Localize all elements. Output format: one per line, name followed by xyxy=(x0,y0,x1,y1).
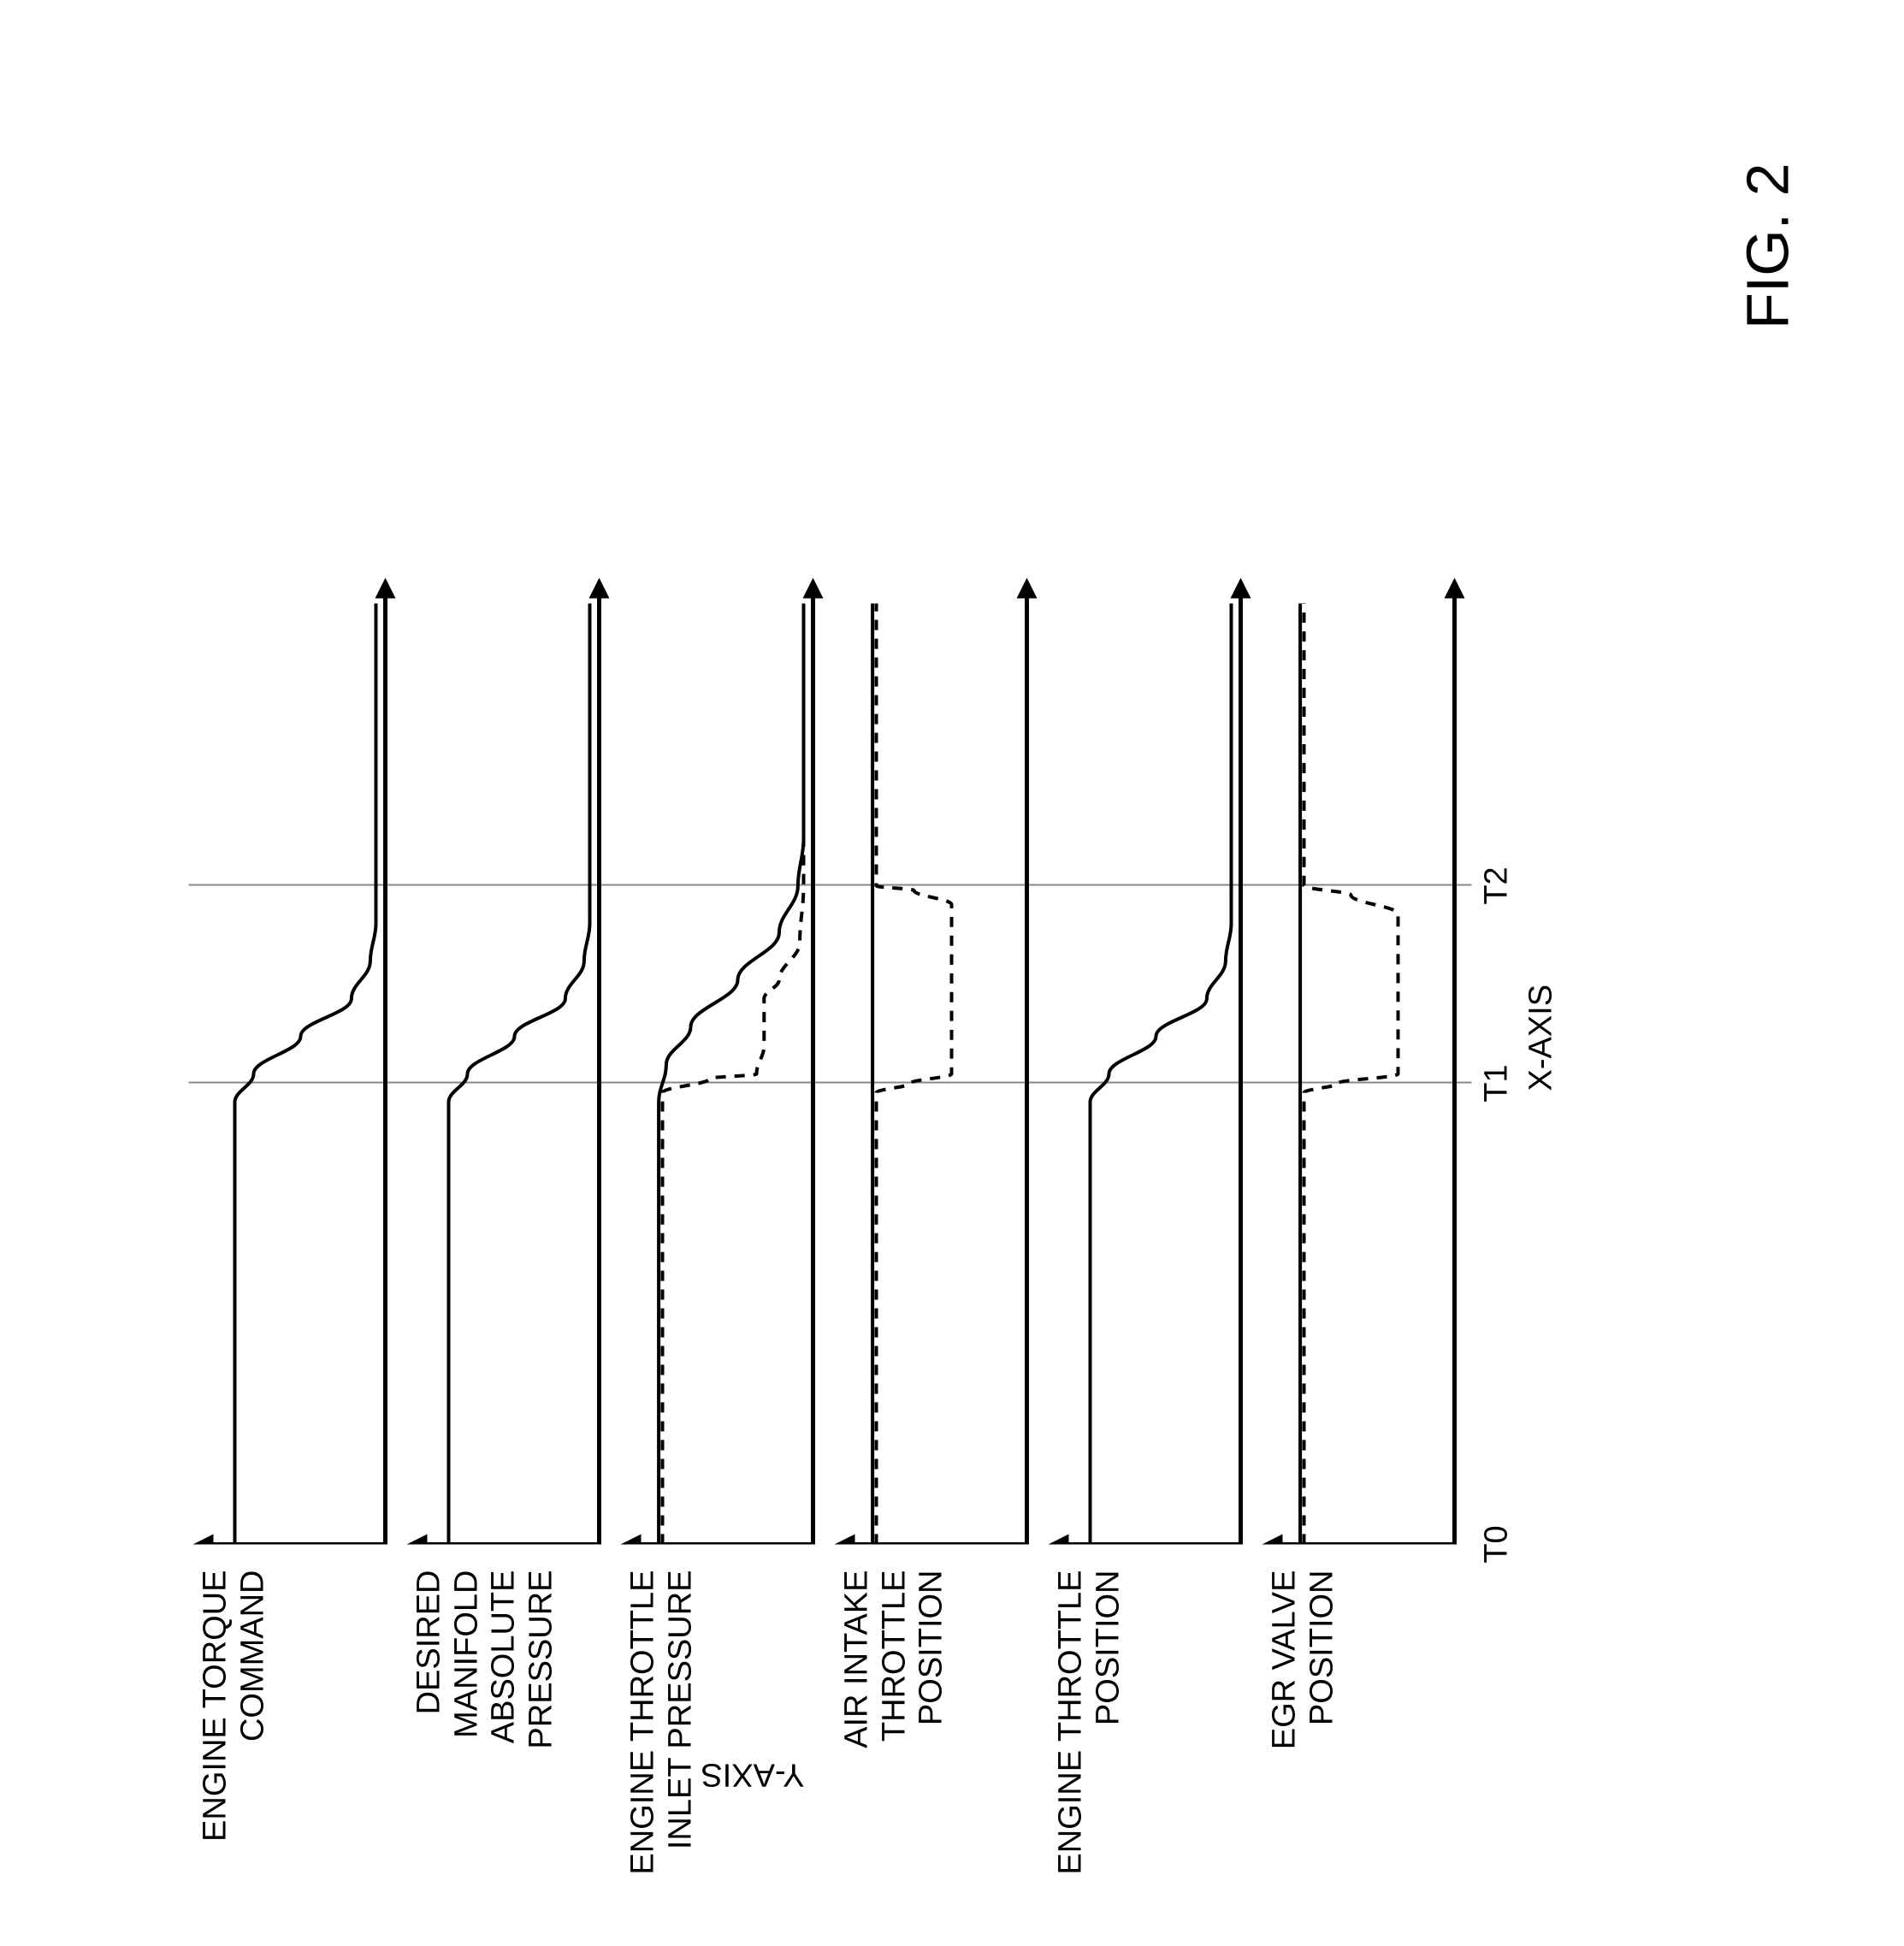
panel-label: DESIRED MANIFOLDABSOLUTEPRESSURE xyxy=(411,1544,560,1886)
charts-container: ENGINE TORQUECOMMANDDESIRED MANIFOLDABSO… xyxy=(188,560,1471,1544)
chart-panel-egr-valve-position: EGR VALVEPOSITIONT0T1T2 xyxy=(1257,560,1471,1544)
curve-solid xyxy=(234,603,375,1544)
chart-panel-engine-throttle-inlet-pressure: ENGINE THROTTLEINLET PRESSURE xyxy=(616,560,830,1544)
panel-label: ENGINE THROTTLEINLET PRESSURE xyxy=(624,1544,699,1886)
panel-label: ENGINE TORQUECOMMAND xyxy=(197,1544,271,1886)
curve-dashed xyxy=(1304,603,1398,1544)
x-tick-label: T2 xyxy=(1478,867,1515,904)
plot-svg xyxy=(188,560,402,1544)
curve-solid xyxy=(659,603,803,1544)
plot-svg xyxy=(616,560,830,1544)
chart-panel-desired-manifold-absolute-pressure: DESIRED MANIFOLDABSOLUTEPRESSURE xyxy=(402,560,616,1544)
panel-label: AIR INTAKETHROTTLEPOSITION xyxy=(838,1544,950,1886)
x-tick-label: T1 xyxy=(1478,1064,1515,1102)
chart-panel-engine-torque-command: ENGINE TORQUECOMMAND xyxy=(188,560,402,1544)
figure-caption: FIG. 2 xyxy=(1733,163,1801,328)
curve-solid xyxy=(1090,603,1231,1544)
chart-panel-engine-throttle-position: ENGINE THROTTLEPOSITION xyxy=(1044,560,1257,1544)
panel-label: EGR VALVEPOSITION xyxy=(1266,1544,1340,1886)
plot-svg xyxy=(830,560,1044,1544)
x-tick-label: T0 xyxy=(1478,1525,1515,1563)
panel-label: ENGINE THROTTLEPOSITION xyxy=(1052,1544,1126,1886)
plot-svg xyxy=(1044,560,1257,1544)
y-axis-label: Y-AXIS xyxy=(701,1755,804,1792)
chart-panel-air-intake-throttle-position: AIR INTAKETHROTTLEPOSITION xyxy=(830,560,1044,1544)
curve-dashed xyxy=(876,603,951,1544)
x-axis-label: X-AXIS xyxy=(1523,984,1559,1091)
curve-dashed xyxy=(662,603,803,1544)
plot-svg xyxy=(1257,560,1471,1544)
plot-svg xyxy=(402,560,616,1544)
curve-solid xyxy=(448,603,589,1544)
